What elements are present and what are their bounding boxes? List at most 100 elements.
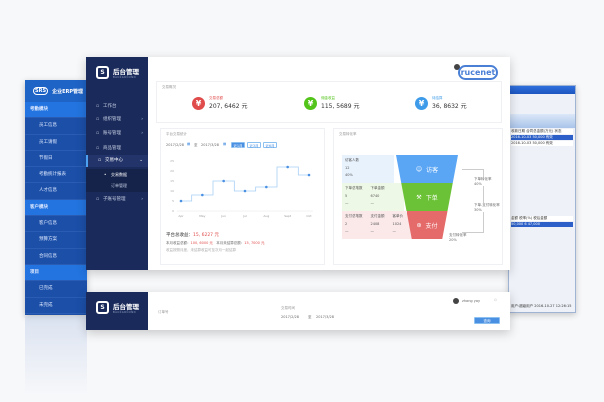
data-point[interactable] [307,173,311,177]
legacy-window: 收款日期 合同总金额(万元) 状态 2016-10-03 50,000 有效 2… [508,85,576,313]
stat-text: 待结算 36, 8632 元 [432,96,467,110]
sidebar-label: 工作台 [103,104,117,109]
erp-title: 企业ERP管理 [52,88,83,95]
logo-mark-icon: S [96,301,109,314]
date-separator: 至 [308,315,312,319]
funnel-stats-1: 下单总笔数 5 — 下单金额 6740 — [342,183,404,211]
overview-title: 交易概况 [162,85,176,89]
erp-menu-item[interactable]: 人才信息 [25,183,87,200]
funnel-stat-k: 下单总笔数 [345,186,363,190]
erp-menu-item[interactable]: 客户信息 [25,216,87,233]
range-button-6m[interactable]: 近6月 [263,142,277,148]
order-icon: ⚒ [416,193,422,201]
sidebar-item[interactable]: ▫ 交易中心 ⌄ [86,155,148,167]
cloud-logo-icon: SRS [33,87,49,95]
sidebar-item[interactable]: ▫ 组织管理 › [86,114,148,126]
x-tick-label: Aug [263,214,269,218]
stat-label: 佣金收益 [321,96,335,100]
dashboard-icon: ▫ [96,104,100,109]
funnel-stat-d: — [370,229,375,233]
erp-menu-item[interactable]: 节假日 [25,151,87,168]
stat-text: 佣金收益 115, 5689 元 [321,96,359,110]
search-button[interactable]: 查询 [474,317,500,324]
range-button-3m[interactable]: 近3月 [247,142,261,148]
funnel-stage-0[interactable]: ☺ 访客 [396,155,458,183]
table-row[interactable]: 2016-10-03 50,000 有效 [511,141,573,146]
x-tick-label: Sept [284,214,292,218]
funnel-stat-v: 6740 [370,194,380,198]
table-row[interactable]: 2016-10-03 50,000 有效 [511,135,573,140]
avg-label: 平台总收益： [166,233,193,238]
conversion-rate: 下单转化率 40% [474,177,492,186]
funnel-stage-2[interactable]: ⊛ 支付 [406,211,448,239]
erp-menu-item[interactable]: 合同信息 [25,249,87,265]
date-from[interactable]: 2017/2/28 [166,143,184,147]
conversion-rate: 下单-支付转化率 30% [474,203,500,212]
erp-menu-item[interactable]: 员工请假 [25,135,87,151]
funnel-stat-k: 客单价 [392,214,404,218]
erp-section[interactable]: 项目 [25,264,87,282]
app-logo: S 后台管理 BACKGROUND [86,57,148,79]
box-icon: ▫ [96,146,100,151]
sidebar-item[interactable]: • 交易数据 [86,169,148,181]
sidebar-item[interactable]: ▫ 工作台 [86,101,148,113]
exchange-icon: ▫ [98,158,102,163]
erp-menu-item[interactable]: 已完成 [25,281,87,298]
y-tick-label: 15 [170,179,174,183]
rate-label: 下单转化率 [474,177,492,181]
order-field-label: 订单号 [158,310,169,314]
rate-label: 下单-支付转化率 [474,203,500,207]
calendar-icon[interactable]: ▦ [187,142,191,146]
x-tick-label: Jun [220,214,226,218]
sidebar-item[interactable]: ▫ 账号管理 › [86,128,148,140]
data-point[interactable] [222,179,225,183]
erp-menu-item[interactable]: 员工信息 [25,118,87,135]
table-row[interactable]: 50,000 6 47,000 [511,222,573,227]
sidebar: S 后台管理 BACKGROUND [86,292,148,330]
sub2-label: 本月未结算总额： [216,241,245,245]
date-from[interactable]: 2017/2/28 [281,315,299,319]
app-subtitle: BACKGROUND [113,76,137,79]
data-point[interactable] [243,189,247,193]
erp-header: SRS 企业ERP管理 [25,80,87,102]
y-tick-label: 10 [170,189,174,193]
erp-section[interactable]: 客户模块 [25,199,87,217]
stat-text: 交易总额 207, 6462 元 [209,96,247,110]
logout-icon[interactable]: ⏻ [494,298,497,302]
avatar[interactable] [454,64,460,70]
sidebar-item[interactable]: ▫ 商品管理 [86,143,148,155]
title-bar[interactable] [509,86,575,94]
avg-value: 15, 6227 元 [193,233,219,238]
avg-row: 平台总收益：15, 6227 元 [166,232,219,238]
data-point[interactable] [265,185,268,189]
x-tick-label: Apr [178,214,184,218]
y-tick-label: 5 [172,199,174,203]
chevron-icon: ⌄ [139,158,143,163]
data-point[interactable] [286,165,289,169]
data-point[interactable] [179,199,183,203]
sub1-label: 本月收益总额： [166,241,191,245]
funnel-stage-1[interactable]: ⚒ 下单 [401,183,453,211]
erp-menu-item[interactable]: 预算方案 [25,232,87,249]
calendar-icon[interactable]: ▦ [223,142,227,146]
date-to[interactable]: 2017/3/28 [201,143,219,147]
app-subtitle: BACKGROUND [113,311,137,314]
sidebar-item[interactable]: 订单管理 [86,180,148,192]
date-to[interactable]: 2017/3/28 [316,315,334,319]
avatar[interactable] [453,298,459,304]
trend-title: 平台交易统计 [166,132,187,136]
app-title: 后台管理 [113,303,139,311]
sub2-value: 15, 7000 元 [244,241,265,245]
pay-icon: ⊛ [416,221,422,229]
stat-value: 36, 8632 [432,103,459,110]
erp-menu-item[interactable]: 未完成 [25,298,87,314]
trend-card: 平台交易统计 2017/2/28 ▦ 至 2017/3/28 ▦ 近1月 近3月… [160,128,325,265]
erp-menu-item[interactable]: 考勤统计报表 [25,167,87,184]
erp-section[interactable]: 考勤模块 [25,102,87,119]
sidebar-item[interactable]: ▫ 子账号管理 › [86,194,148,206]
status-bar: 用户:超级用户 2016-10-27 12:26:15 [511,304,572,308]
range-button-1m[interactable]: 近1月 [231,142,245,148]
data-point[interactable] [201,193,204,197]
yen-icon: ¥ [192,96,205,110]
funnel-stat-d: — [345,229,349,233]
